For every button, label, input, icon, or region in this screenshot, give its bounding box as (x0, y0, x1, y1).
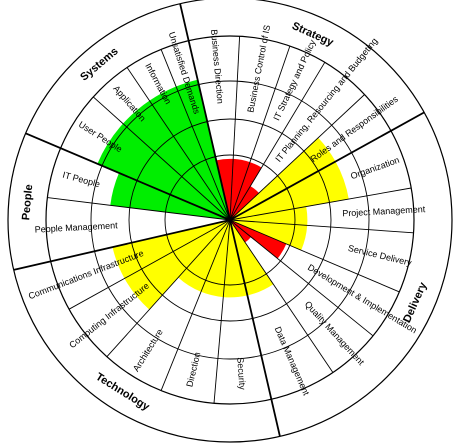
sector-spoke (68, 219, 231, 310)
sector-label: Project Management (342, 204, 426, 218)
sector-label: IT People (62, 170, 102, 190)
sector-spoke (106, 219, 231, 358)
sector-fill (223, 220, 248, 298)
sector-label: Organization (349, 155, 400, 181)
sector-fill (201, 220, 230, 298)
sector-label: Direction (184, 351, 202, 388)
sector-fill (97, 123, 231, 220)
sector-label: People Management (34, 220, 118, 234)
ring-circle (7, 0, 453, 443)
sector-spoke (160, 219, 231, 391)
sector-spoke (92, 96, 231, 221)
sector-spoke (229, 45, 291, 221)
sector-fill (123, 100, 230, 220)
sector-spoke (229, 219, 374, 337)
sector-label: Service Delivery (347, 243, 413, 268)
sector-fill (176, 79, 230, 220)
wheel-lines (7, 0, 453, 443)
sector-label: Business Direction (209, 29, 225, 104)
sector-spoke (229, 62, 326, 221)
sector-fill (230, 220, 308, 251)
sector-label: Computing Infrastructure (67, 281, 151, 350)
group-label: People (20, 184, 35, 221)
sector-spoke (229, 219, 414, 234)
sector-spoke (160, 49, 231, 221)
group-divider (229, 219, 281, 437)
ring-circle (90, 80, 370, 360)
group-divider (13, 219, 231, 271)
sector-label: Data Management (273, 325, 312, 397)
group-divider (229, 111, 425, 221)
sector-fill (124, 220, 230, 310)
sector-fills (97, 79, 349, 310)
sector-fill (230, 220, 287, 259)
ring-circle (45, 35, 415, 405)
ring-circle (164, 154, 296, 286)
sector-spoke (229, 219, 334, 373)
ring-circle (128, 118, 332, 322)
group-label: Delivery (401, 280, 430, 325)
sector-label: Architecture (131, 327, 165, 373)
sector-spoke (213, 219, 231, 404)
sector-fill (230, 137, 336, 220)
sector-fill (230, 220, 251, 243)
sector-label: Security (235, 357, 247, 391)
sector-spoke (229, 94, 365, 221)
sector-fill (230, 162, 262, 220)
sector-fill (112, 220, 230, 279)
sector-spoke (126, 67, 231, 221)
sector-fill (230, 186, 259, 220)
sector-fill (230, 161, 349, 220)
sector-fill (230, 206, 308, 226)
sector-fill (149, 86, 230, 220)
sector-spoke (229, 36, 241, 221)
sector-spoke (229, 187, 412, 221)
group-divider (179, 3, 231, 221)
sector-fill (216, 158, 234, 220)
group-divider (25, 132, 231, 221)
sector-spoke (47, 197, 231, 221)
sector-spoke (229, 219, 400, 293)
group-label: Technology (93, 371, 152, 414)
sector-label: Quality Management (303, 299, 367, 367)
sector-fill (178, 220, 230, 292)
group-label: Systems (78, 45, 120, 83)
